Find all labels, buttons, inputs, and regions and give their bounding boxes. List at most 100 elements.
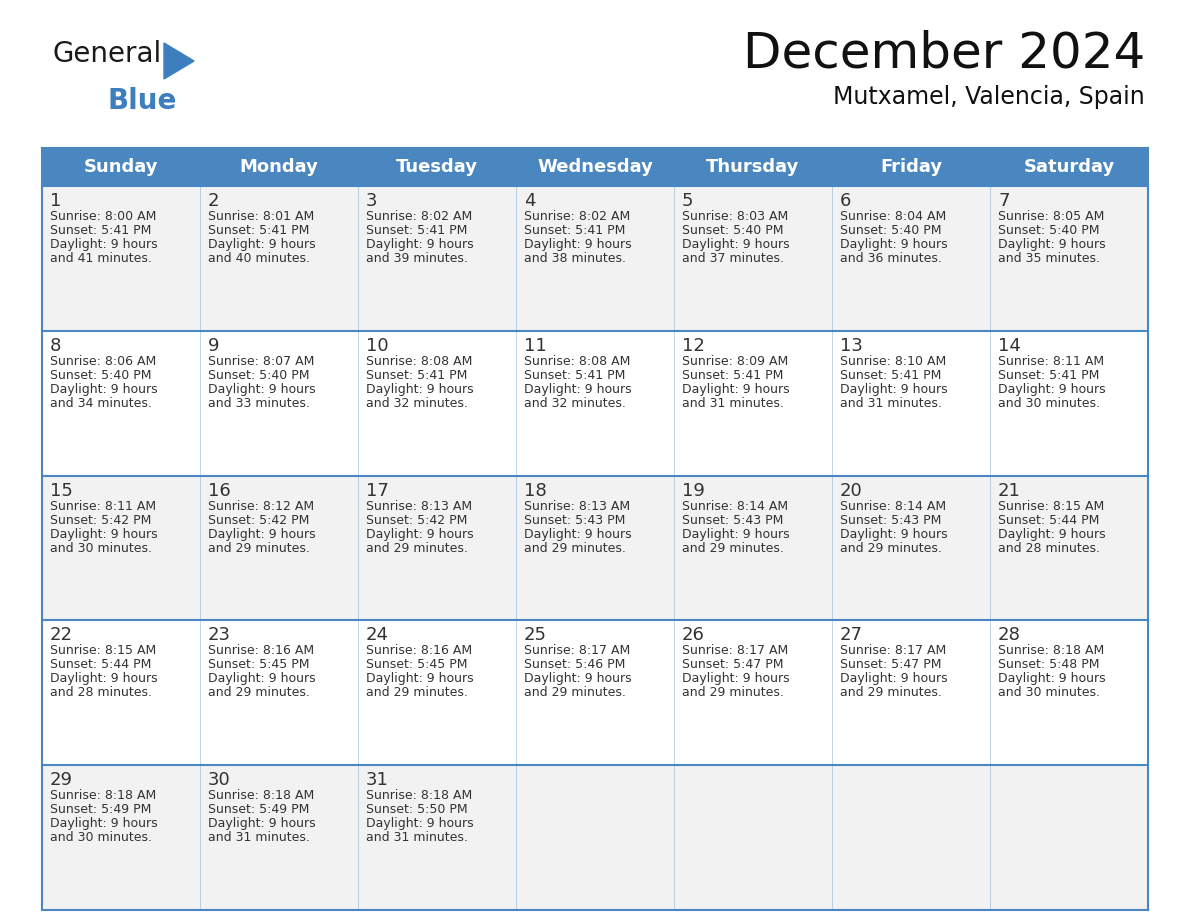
Text: Daylight: 9 hours: Daylight: 9 hours <box>998 238 1106 251</box>
Text: 19: 19 <box>682 482 704 499</box>
Text: Daylight: 9 hours: Daylight: 9 hours <box>682 528 790 541</box>
Text: Sunset: 5:47 PM: Sunset: 5:47 PM <box>682 658 784 671</box>
Text: Sunrise: 8:00 AM: Sunrise: 8:00 AM <box>50 210 157 223</box>
Text: Sunset: 5:41 PM: Sunset: 5:41 PM <box>524 224 625 237</box>
Text: 25: 25 <box>524 626 546 644</box>
Text: Sunrise: 8:12 AM: Sunrise: 8:12 AM <box>208 499 314 512</box>
Text: and 29 minutes.: and 29 minutes. <box>682 542 784 554</box>
Text: Sunset: 5:43 PM: Sunset: 5:43 PM <box>840 513 941 527</box>
Text: Sunday: Sunday <box>83 158 158 176</box>
Text: Daylight: 9 hours: Daylight: 9 hours <box>50 817 158 830</box>
Text: 29: 29 <box>50 771 72 789</box>
Text: 15: 15 <box>50 482 72 499</box>
Text: Sunset: 5:40 PM: Sunset: 5:40 PM <box>50 369 152 382</box>
Text: Sunset: 5:41 PM: Sunset: 5:41 PM <box>840 369 941 382</box>
Text: Sunrise: 8:01 AM: Sunrise: 8:01 AM <box>208 210 315 223</box>
Text: Sunset: 5:49 PM: Sunset: 5:49 PM <box>50 803 151 816</box>
Text: 1: 1 <box>50 192 62 210</box>
Text: 8: 8 <box>50 337 62 354</box>
Text: Daylight: 9 hours: Daylight: 9 hours <box>998 528 1106 541</box>
Text: and 37 minutes.: and 37 minutes. <box>682 252 784 265</box>
Text: 21: 21 <box>998 482 1020 499</box>
Text: Daylight: 9 hours: Daylight: 9 hours <box>208 817 316 830</box>
Text: Sunrise: 8:17 AM: Sunrise: 8:17 AM <box>840 644 947 657</box>
Text: and 36 minutes.: and 36 minutes. <box>840 252 942 265</box>
Text: Sunset: 5:40 PM: Sunset: 5:40 PM <box>208 369 310 382</box>
Text: Daylight: 9 hours: Daylight: 9 hours <box>208 383 316 396</box>
Text: Sunrise: 8:03 AM: Sunrise: 8:03 AM <box>682 210 789 223</box>
Text: 4: 4 <box>524 192 536 210</box>
Text: Sunrise: 8:02 AM: Sunrise: 8:02 AM <box>366 210 473 223</box>
Text: 3: 3 <box>366 192 378 210</box>
Text: Sunrise: 8:17 AM: Sunrise: 8:17 AM <box>682 644 789 657</box>
Text: Sunset: 5:41 PM: Sunset: 5:41 PM <box>366 369 467 382</box>
Text: and 29 minutes.: and 29 minutes. <box>524 542 626 554</box>
Text: Sunset: 5:44 PM: Sunset: 5:44 PM <box>998 513 1099 527</box>
Text: and 30 minutes.: and 30 minutes. <box>998 397 1100 409</box>
Text: 31: 31 <box>366 771 388 789</box>
Text: and 28 minutes.: and 28 minutes. <box>50 687 152 700</box>
Text: Daylight: 9 hours: Daylight: 9 hours <box>50 672 158 686</box>
Text: Daylight: 9 hours: Daylight: 9 hours <box>366 383 474 396</box>
Text: Daylight: 9 hours: Daylight: 9 hours <box>524 238 632 251</box>
Text: 18: 18 <box>524 482 546 499</box>
Text: 13: 13 <box>840 337 862 354</box>
Text: Daylight: 9 hours: Daylight: 9 hours <box>366 238 474 251</box>
Text: Daylight: 9 hours: Daylight: 9 hours <box>366 817 474 830</box>
Text: 9: 9 <box>208 337 220 354</box>
Text: Sunrise: 8:16 AM: Sunrise: 8:16 AM <box>208 644 314 657</box>
Text: 11: 11 <box>524 337 546 354</box>
Text: 26: 26 <box>682 626 704 644</box>
Text: Sunrise: 8:07 AM: Sunrise: 8:07 AM <box>208 354 315 368</box>
Text: 7: 7 <box>998 192 1010 210</box>
Text: Sunrise: 8:04 AM: Sunrise: 8:04 AM <box>840 210 947 223</box>
Text: and 39 minutes.: and 39 minutes. <box>366 252 468 265</box>
Text: Tuesday: Tuesday <box>396 158 478 176</box>
Text: and 29 minutes.: and 29 minutes. <box>524 687 626 700</box>
Text: Daylight: 9 hours: Daylight: 9 hours <box>208 238 316 251</box>
Text: Sunrise: 8:08 AM: Sunrise: 8:08 AM <box>366 354 473 368</box>
Text: Daylight: 9 hours: Daylight: 9 hours <box>840 528 948 541</box>
Text: and 32 minutes.: and 32 minutes. <box>524 397 626 409</box>
Bar <box>42 621 1148 766</box>
Text: Sunrise: 8:16 AM: Sunrise: 8:16 AM <box>366 644 472 657</box>
Bar <box>42 766 1148 910</box>
Text: Daylight: 9 hours: Daylight: 9 hours <box>998 383 1106 396</box>
Text: Sunrise: 8:18 AM: Sunrise: 8:18 AM <box>208 789 315 802</box>
Text: Daylight: 9 hours: Daylight: 9 hours <box>524 672 632 686</box>
Text: and 29 minutes.: and 29 minutes. <box>208 542 310 554</box>
Text: Sunrise: 8:17 AM: Sunrise: 8:17 AM <box>524 644 631 657</box>
Text: 2: 2 <box>208 192 220 210</box>
Bar <box>42 148 1148 186</box>
Text: Sunrise: 8:15 AM: Sunrise: 8:15 AM <box>998 499 1105 512</box>
Text: and 33 minutes.: and 33 minutes. <box>208 397 310 409</box>
Text: 14: 14 <box>998 337 1020 354</box>
Text: Sunset: 5:43 PM: Sunset: 5:43 PM <box>524 513 625 527</box>
Text: and 29 minutes.: and 29 minutes. <box>366 542 468 554</box>
Text: 28: 28 <box>998 626 1020 644</box>
Text: and 38 minutes.: and 38 minutes. <box>524 252 626 265</box>
Text: Monday: Monday <box>240 158 318 176</box>
Text: 20: 20 <box>840 482 862 499</box>
Text: Daylight: 9 hours: Daylight: 9 hours <box>50 238 158 251</box>
Text: December 2024: December 2024 <box>742 30 1145 78</box>
Text: Wednesday: Wednesday <box>537 158 653 176</box>
Text: Sunrise: 8:15 AM: Sunrise: 8:15 AM <box>50 644 157 657</box>
Text: Sunset: 5:41 PM: Sunset: 5:41 PM <box>366 224 467 237</box>
Text: Daylight: 9 hours: Daylight: 9 hours <box>998 672 1106 686</box>
Text: and 29 minutes.: and 29 minutes. <box>366 687 468 700</box>
Text: 30: 30 <box>208 771 230 789</box>
Text: Sunrise: 8:05 AM: Sunrise: 8:05 AM <box>998 210 1105 223</box>
Text: Daylight: 9 hours: Daylight: 9 hours <box>208 528 316 541</box>
Text: 17: 17 <box>366 482 388 499</box>
Text: Sunset: 5:42 PM: Sunset: 5:42 PM <box>366 513 467 527</box>
Text: Sunrise: 8:13 AM: Sunrise: 8:13 AM <box>366 499 472 512</box>
Text: 12: 12 <box>682 337 704 354</box>
Text: Daylight: 9 hours: Daylight: 9 hours <box>524 383 632 396</box>
Text: and 32 minutes.: and 32 minutes. <box>366 397 468 409</box>
Text: Sunrise: 8:18 AM: Sunrise: 8:18 AM <box>50 789 157 802</box>
Text: Sunset: 5:49 PM: Sunset: 5:49 PM <box>208 803 309 816</box>
Text: Sunrise: 8:08 AM: Sunrise: 8:08 AM <box>524 354 631 368</box>
Text: and 30 minutes.: and 30 minutes. <box>998 687 1100 700</box>
Bar <box>42 186 1148 330</box>
